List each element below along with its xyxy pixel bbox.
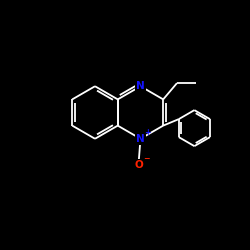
Text: N: N [136,134,145,144]
Text: +: + [144,128,151,137]
Text: O: O [134,160,143,170]
Text: N: N [136,81,145,91]
Text: −: − [143,154,150,164]
